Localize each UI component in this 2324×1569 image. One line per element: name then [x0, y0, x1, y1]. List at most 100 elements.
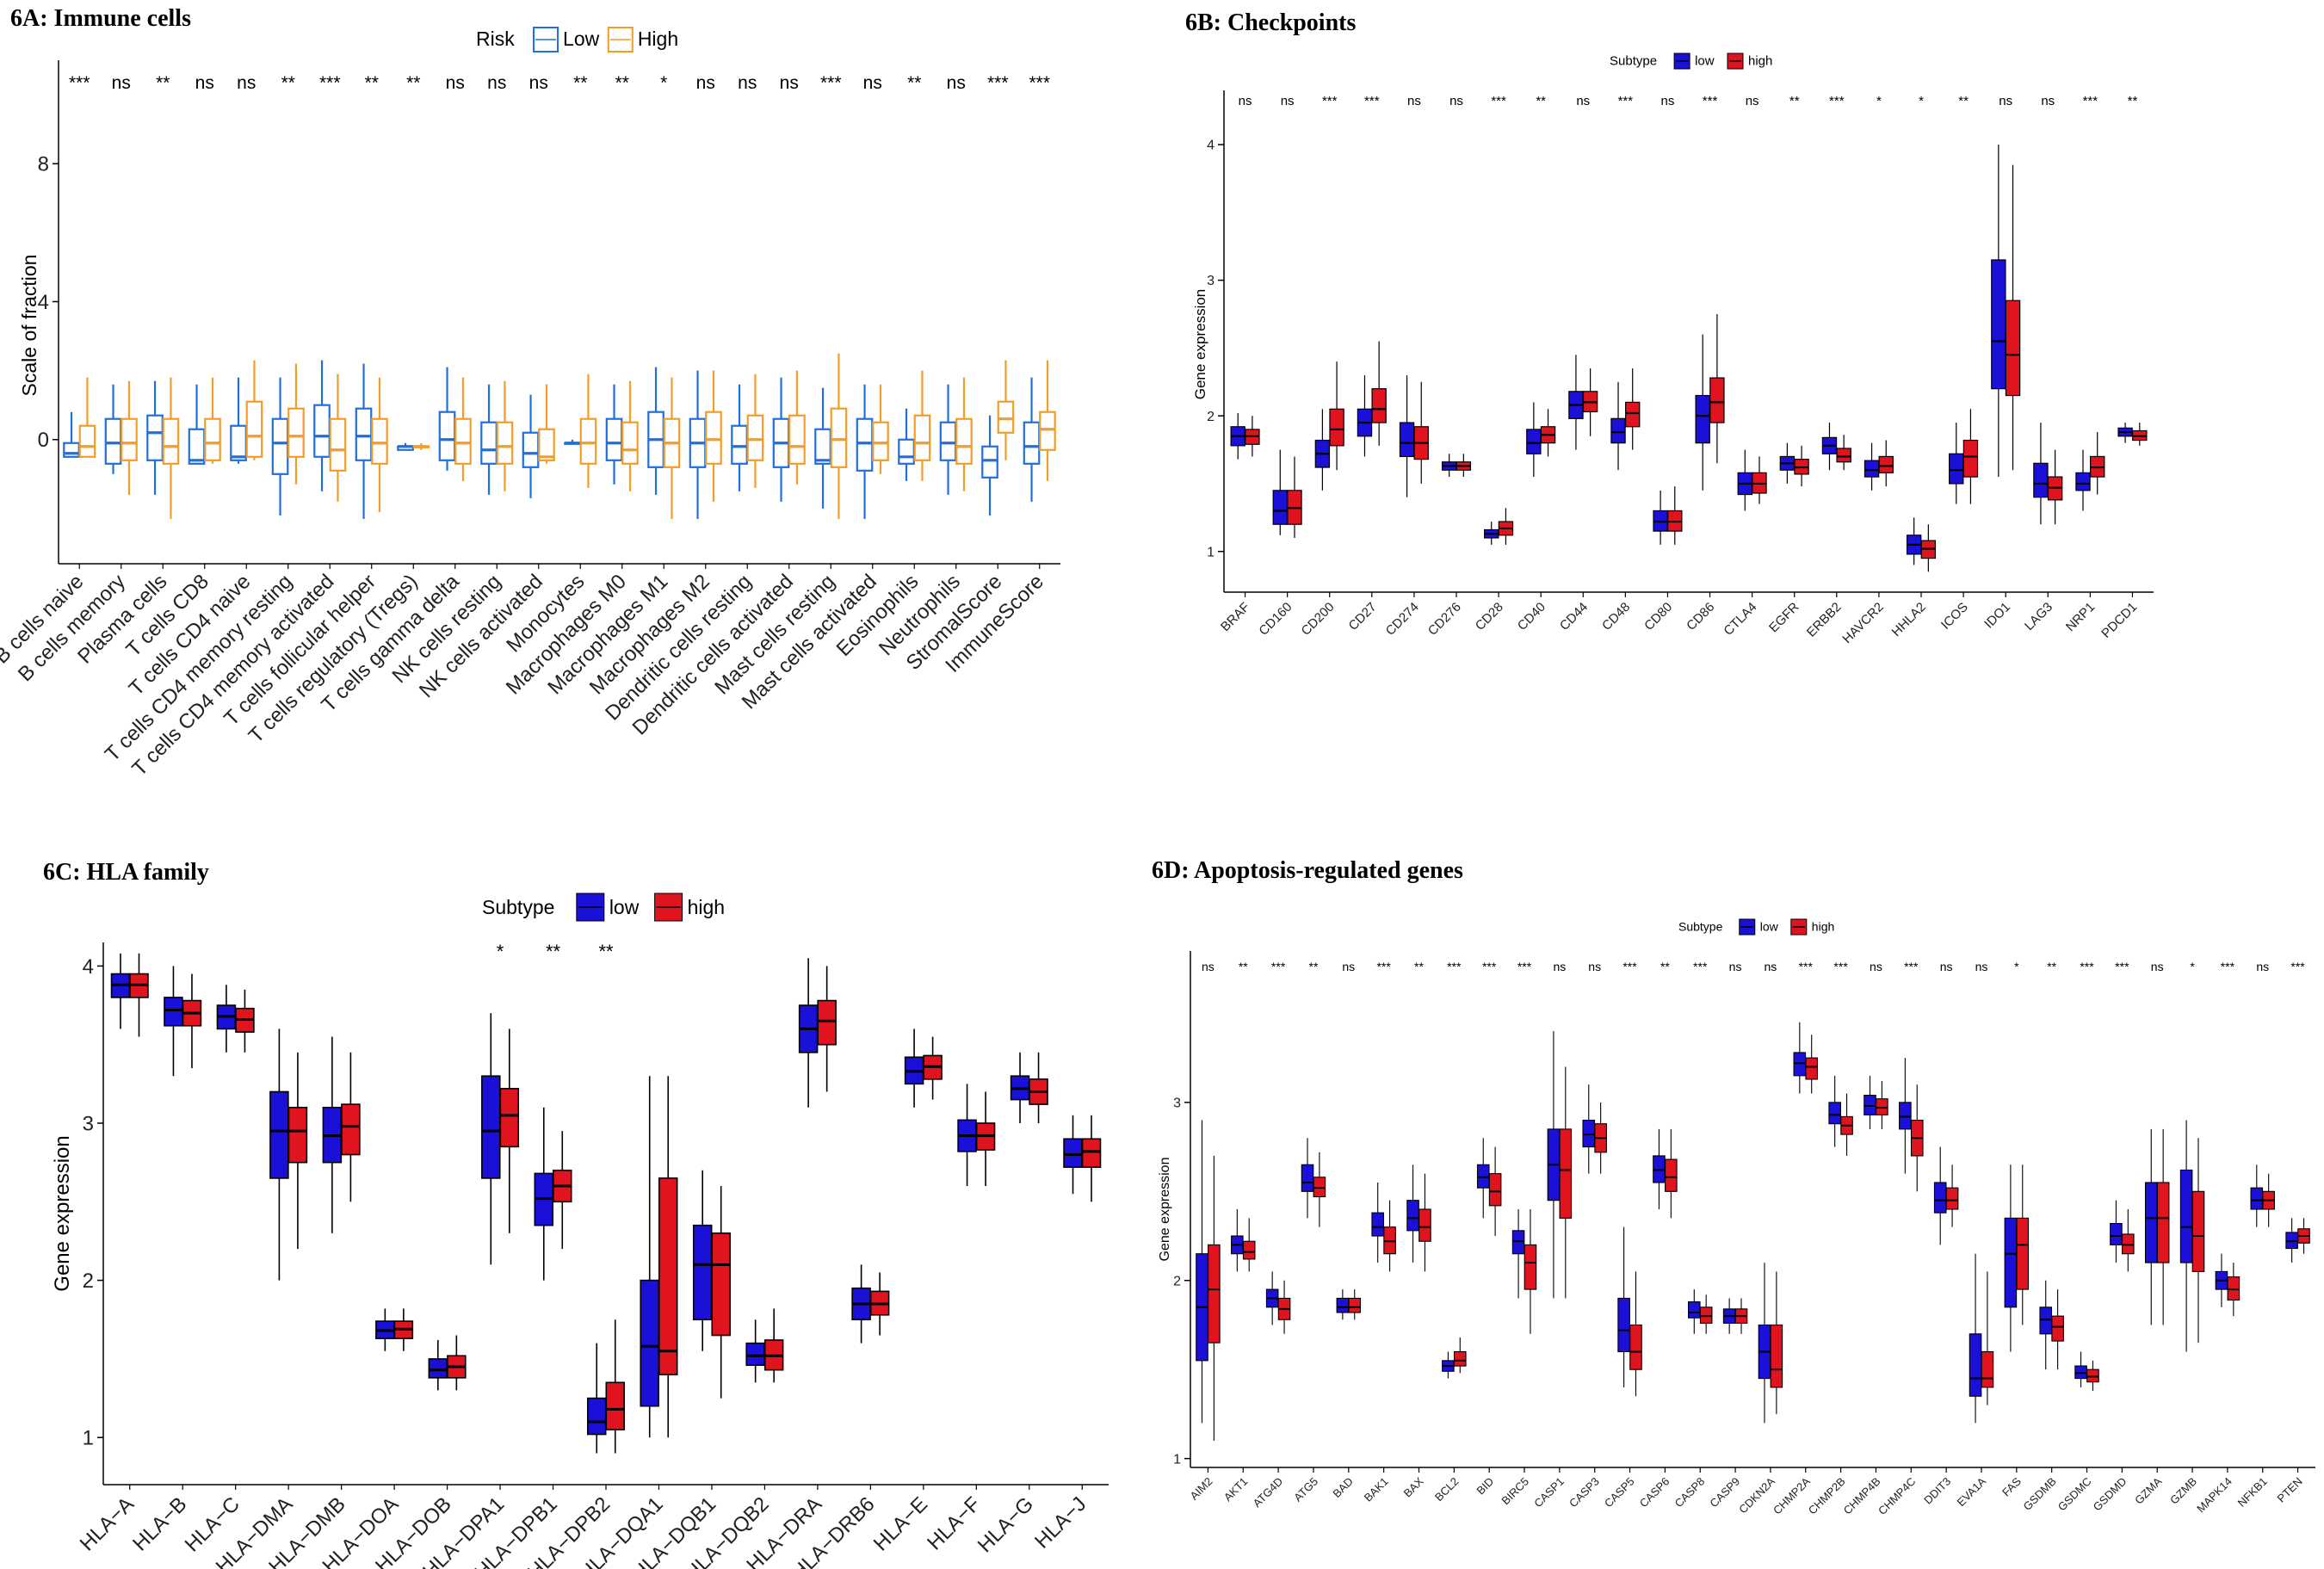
box-high-11 — [1709, 313, 1725, 464]
box-high-8 — [1582, 368, 1598, 436]
sig-label: ns — [2151, 960, 2164, 973]
box-low-20 — [898, 408, 915, 481]
y-tick-label: 3 — [1207, 274, 1215, 288]
box-body — [711, 1232, 731, 1337]
box-high-21 — [1945, 1164, 1959, 1227]
legend-title: Risk — [476, 28, 515, 50]
box-body — [2033, 462, 2049, 498]
box-low-0 — [110, 953, 131, 1029]
box-high-3 — [204, 377, 221, 464]
sig-label: * — [1919, 94, 1924, 108]
x-tick-label: LAG3 — [2022, 600, 2055, 633]
x-tick-label: CD200 — [1299, 600, 1338, 639]
x-tick-label: CHMP2A — [1771, 1474, 1813, 1516]
box-body — [104, 417, 122, 465]
legend-label-high: High — [638, 28, 678, 50]
x-tick-label: GSDMC — [2055, 1475, 2094, 1514]
box-body — [438, 411, 456, 461]
box-low-18 — [1828, 1075, 1841, 1147]
y-tick-label: 1 — [83, 1427, 94, 1450]
box-body — [1336, 1297, 1350, 1313]
sig-label: *** — [1622, 960, 1637, 973]
box-body — [1526, 429, 1542, 454]
box-high-13 — [1665, 1128, 1678, 1219]
box-body — [621, 421, 639, 465]
box-high-10 — [1559, 1066, 1573, 1299]
x-tick-label: CASP8 — [1672, 1475, 1708, 1510]
x-tick-label: BAD — [1330, 1475, 1356, 1501]
box-high-12 — [1629, 1271, 1642, 1397]
box-low-18 — [1991, 145, 2006, 478]
y-tick-label: 2 — [83, 1269, 94, 1293]
box-high-9 — [454, 377, 472, 481]
box-body — [2285, 1232, 2298, 1250]
box-low-4 — [1399, 374, 1415, 497]
sig-label: ** — [1660, 960, 1670, 973]
x-tick-label: BAX — [1401, 1474, 1426, 1499]
sig-label: ** — [1414, 960, 1424, 973]
box-body — [856, 417, 874, 472]
box-high-22 — [1981, 1271, 1994, 1405]
sig-label: *** — [1029, 73, 1050, 93]
box-high-18 — [1840, 1093, 1853, 1156]
box-low-4 — [230, 377, 247, 464]
box-body — [1625, 401, 1641, 428]
sig-label: ns — [195, 73, 214, 93]
box-body — [1836, 448, 1851, 463]
box-body — [230, 424, 247, 461]
sig-label: ns — [1746, 94, 1759, 108]
sig-label: ** — [1309, 960, 1319, 973]
box-body — [2075, 472, 2091, 491]
box-low-3 — [188, 384, 206, 465]
box-low-5 — [271, 377, 289, 516]
box-low-10 — [1547, 1031, 1561, 1299]
box-high-12 — [763, 1308, 784, 1383]
x-tick-label: GSDMB — [2020, 1475, 2058, 1513]
box-body — [2086, 1368, 2099, 1383]
sig-label: *** — [1693, 960, 1708, 973]
box-low-12 — [1737, 449, 1752, 511]
sig-label: * — [2190, 960, 2195, 973]
box-body — [981, 445, 998, 479]
x-tick-label: HAVCR2 — [1839, 600, 1886, 646]
box-low-26 — [2110, 1200, 2123, 1263]
box-low-14 — [1688, 1289, 1701, 1334]
sig-label: ns — [2256, 960, 2269, 973]
box-high-5 — [1456, 454, 1472, 478]
box-body — [78, 424, 96, 458]
box-low-12 — [1617, 1226, 1630, 1387]
sig-label: ** — [573, 73, 587, 93]
box-body — [2227, 1276, 2241, 1301]
x-tick-label: PDCD1 — [2098, 600, 2140, 641]
box-high-4 — [1348, 1289, 1362, 1320]
box-high-20 — [913, 370, 931, 481]
sig-label: *** — [1491, 94, 1506, 108]
box-high-12 — [579, 374, 597, 488]
box-low-15 — [1864, 442, 1880, 491]
x-tick-label: BCL2 — [1432, 1475, 1462, 1504]
box-low-1 — [1231, 1209, 1244, 1272]
sig-label: *** — [1271, 960, 1286, 973]
x-tick-label: CD86 — [1684, 600, 1717, 633]
box-low-21 — [2117, 423, 2133, 443]
sig-label: *** — [1482, 960, 1497, 973]
box-high-7 — [1453, 1337, 1467, 1374]
x-tick-label: CASP1 — [1531, 1475, 1567, 1510]
box-high-10 — [1667, 486, 1683, 545]
box-high-4 — [341, 1052, 361, 1202]
sig-label: ns — [1342, 960, 1355, 973]
box-low-3 — [269, 1028, 289, 1281]
box-body — [1023, 421, 1041, 465]
box-low-27 — [2144, 1128, 2158, 1325]
box-body — [1208, 1244, 1221, 1344]
legend-label-high: high — [688, 896, 725, 918]
box-low-30 — [2250, 1164, 2264, 1227]
box-high-16 — [1770, 1271, 1783, 1414]
x-tick-label: CASP6 — [1637, 1475, 1672, 1510]
sig-label: ns — [1576, 94, 1590, 108]
sig-label: ** — [1536, 94, 1546, 108]
box-low-2 — [216, 985, 237, 1053]
x-tick-label: NFKB1 — [2235, 1475, 2270, 1510]
box-low-2 — [146, 380, 164, 495]
sig-label: ns — [487, 73, 506, 93]
